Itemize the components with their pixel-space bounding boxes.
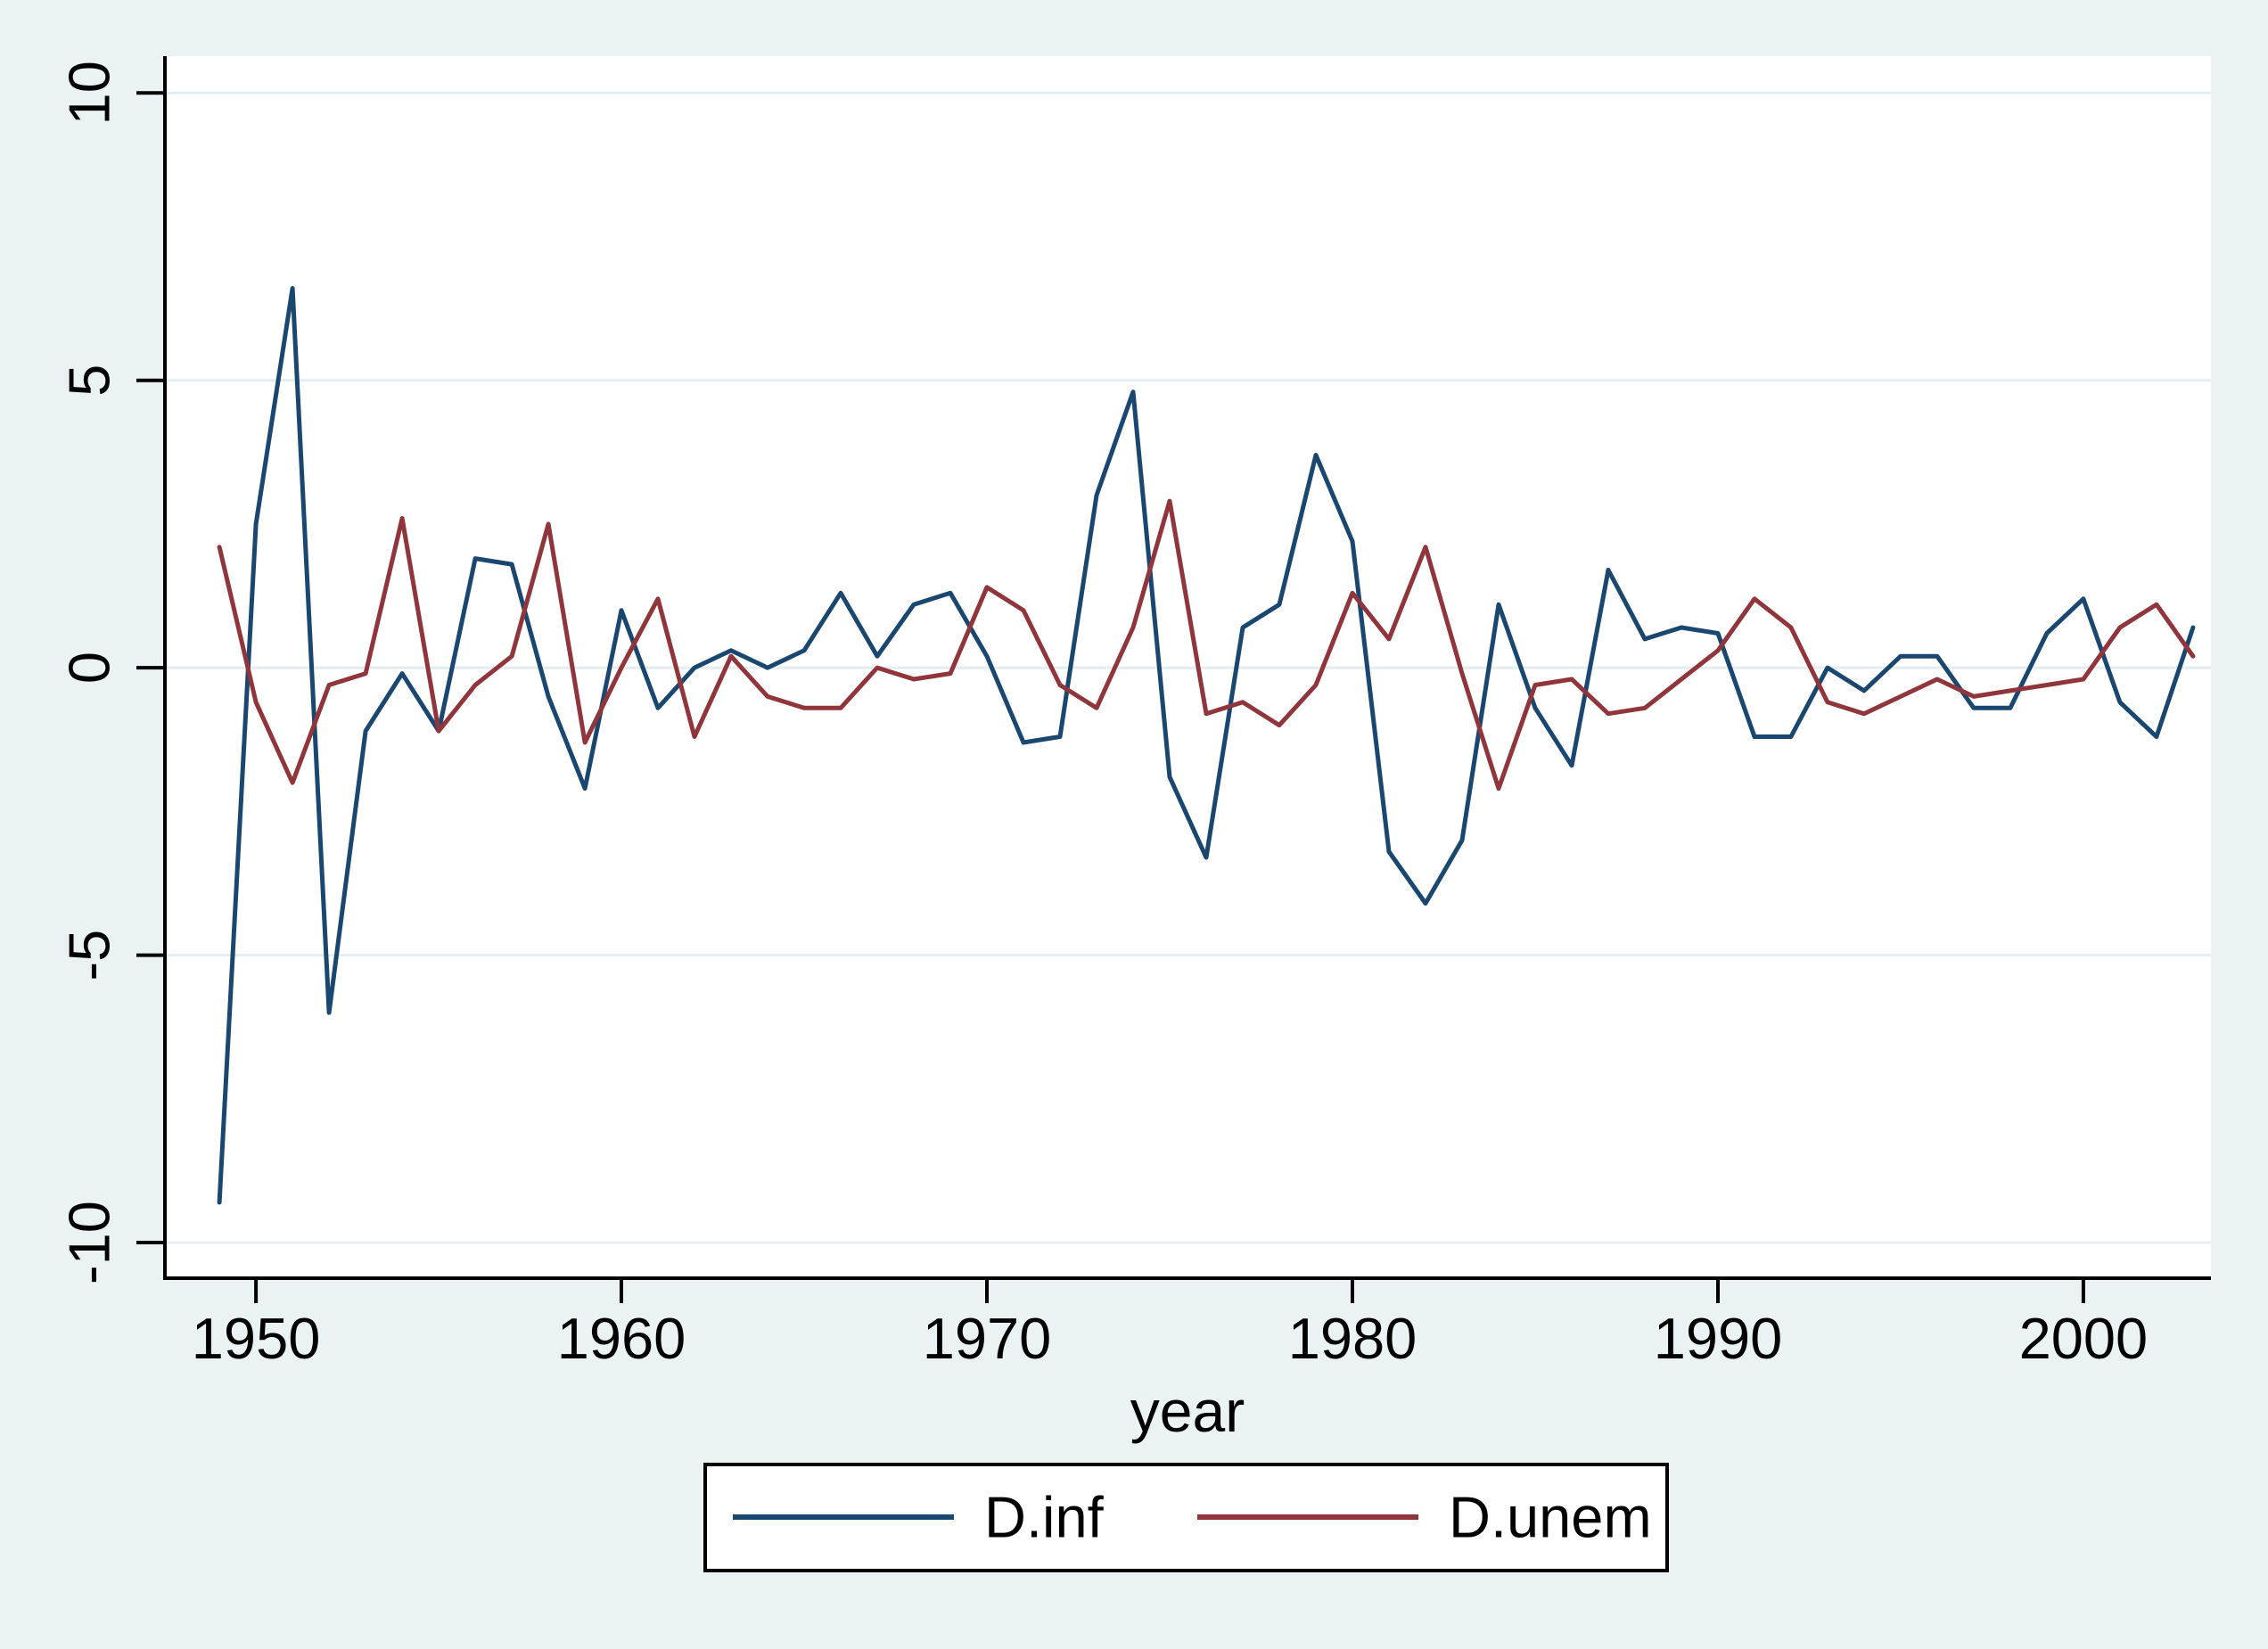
x-tick-label-1990: 1990 <box>1654 1306 1783 1371</box>
x-axis-title: year <box>1130 1378 1245 1444</box>
legend-label-d-unem: D.unem <box>1449 1485 1652 1550</box>
legend-label-d-inf: D.inf <box>984 1485 1105 1550</box>
x-tick-label-1960: 1960 <box>557 1306 686 1371</box>
y-tick-label-10: 10 <box>57 61 122 125</box>
x-tick-label-1950: 1950 <box>192 1306 321 1371</box>
y-tick-label--5: -5 <box>57 930 122 981</box>
y-tick-label--10: -10 <box>57 1201 122 1284</box>
x-tick-label-1970: 1970 <box>923 1306 1052 1371</box>
y-tick-label-0: 0 <box>57 652 122 684</box>
legend: D.inf D.unem <box>703 1463 1669 1572</box>
series-line-d-unem <box>217 498 2196 792</box>
series-line-d-inf <box>217 286 2196 1205</box>
x-tick-label-1980: 1980 <box>1288 1306 1418 1371</box>
y-tick-label-5: 5 <box>57 365 122 397</box>
x-tick-label-2000: 2000 <box>2019 1306 2149 1371</box>
